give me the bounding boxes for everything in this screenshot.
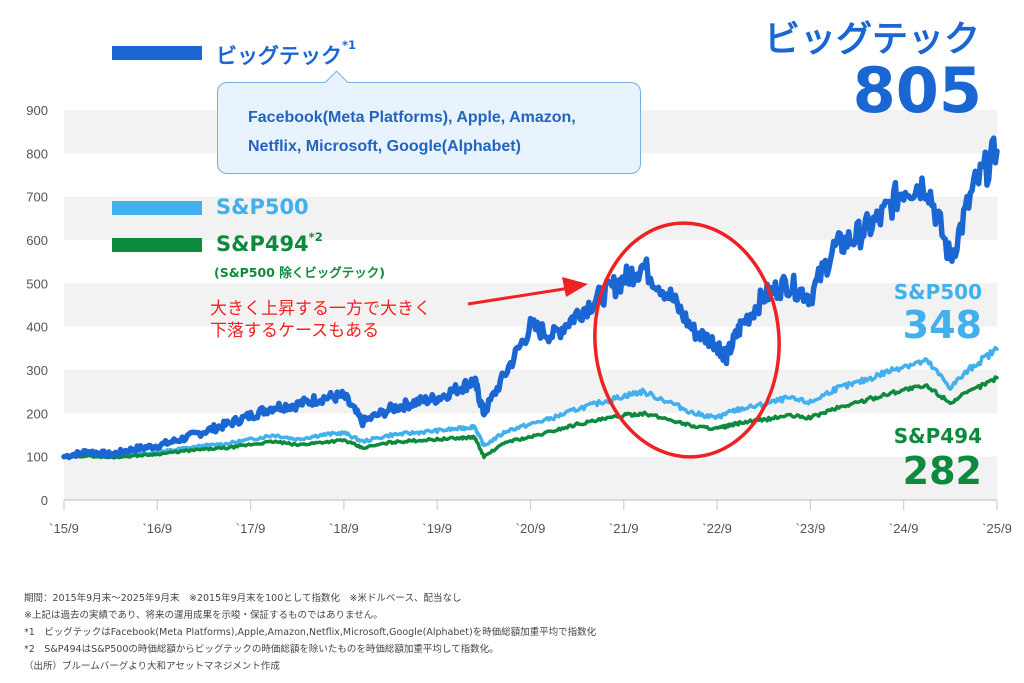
legend-bigtech-text: ビッグテック [216,44,342,68]
annotation-arrow [467,277,588,306]
legend-bigtech-note: *1 [342,37,357,52]
y-tick-label: 0 [41,493,48,508]
end-label-sp494-name: S&P494 [893,424,982,448]
volatility-annotation: 大きく上昇する一方で大きく 下落するケースもある [210,298,431,342]
y-tick-label: 200 [26,406,48,421]
legend-label-sp500: S&P500 [216,195,309,219]
bigtech-members-callout: Facebook(Meta Platforms), Apple, Amazon,… [217,70,641,174]
legend-sp500-text: S&P500 [216,195,309,219]
y-axis: 0 100 200 300 400 500 600 700 800 900 [26,103,48,508]
x-axis: `15/9 `16/9 `17/9 `18/9 `19/9 `20/9 `21/9 `22/9… [49,499,1012,536]
legend-label-bigtech: ビッグテック*1 [216,37,357,70]
end-label-sp500-name: S&P500 [893,280,982,304]
legend-sp494-note: *2 [308,229,323,244]
footnote-disclaimer: ※上記は過去の実績であり、将来の運用成果を示唆・保証するものではありません。 [24,610,383,621]
y-tick-label: 400 [26,320,48,335]
end-label-bigtech-name: ビッグテック [763,19,980,60]
y-tick-label: 300 [26,363,48,378]
legend-swatch-bigtech [112,46,202,60]
line-sp494 [62,375,999,460]
y-tick-label: 900 [26,103,48,118]
y-tick-label: 800 [26,146,48,161]
x-tick-label: `17/9 [236,521,266,536]
legend-sp494-subtitle: (S&P500 除くビッグテック) [214,265,385,280]
footnotes: 期間：2015年9月末〜2025年9月末 ※2015年9月末を100として指数化… [24,590,596,675]
x-tick-label: `15/9 [49,521,79,536]
x-tick-label: `18/9 [329,521,359,536]
footnote-period: 期間：2015年9月末〜2025年9月末 ※2015年9月末を100として指数化… [24,593,462,604]
x-tick-label: `16/9 [142,521,172,536]
footnote-2: *2 S&P494はS&P500の時価総額からビッグテックの時価総額を除いたもの… [24,644,499,655]
line-bigtech [61,135,1000,461]
x-tick-label: `20/9 [516,521,546,536]
grid-band [64,370,997,414]
annotation-line-2: 下落するケースもある [210,321,380,341]
footnote-1: *1 ビッグテックはFacebook(Meta Platforms),Apple… [24,627,597,638]
x-tick-label: `25/9 [982,521,1012,536]
footnote-source: （出所）ブルームバーグより大和アセットマネジメント作成 [24,661,280,672]
y-tick-label: 700 [26,190,48,205]
legend-swatch-sp500 [112,201,202,215]
x-tick-label: `23/9 [796,521,826,536]
end-label-sp494-value: 282 [902,449,982,493]
line-sp500 [62,345,999,460]
series-lines [61,135,1000,461]
legend-swatch-sp494 [112,238,202,252]
end-label-sp500-value: 348 [902,303,982,347]
x-tick-label: `21/9 [609,521,639,536]
x-tick-label: `24/9 [889,521,919,536]
legend-label-sp494: S&P494*2 [216,229,323,256]
callout-line-1: Facebook(Meta Platforms), Apple, Amazon, [248,109,576,126]
callout-text: Facebook(Meta Platforms), Apple, Amazon,… [248,103,576,161]
x-tick-label: `19/9 [422,521,452,536]
y-tick-label: 600 [26,233,48,248]
x-tick-label: `22/9 [702,521,732,536]
y-tick-label: 500 [26,276,48,291]
legend-sp494-text: S&P494 [216,232,309,256]
grid-band [64,456,997,500]
y-tick-label: 100 [26,450,48,465]
callout-line-2: Netflix, Microsoft, Google(Alphabet) [248,138,521,155]
end-label-bigtech-value: 805 [852,54,982,127]
annotation-line-1: 大きく上昇する一方で大きく [210,299,431,319]
highlight-ellipse [593,221,781,459]
